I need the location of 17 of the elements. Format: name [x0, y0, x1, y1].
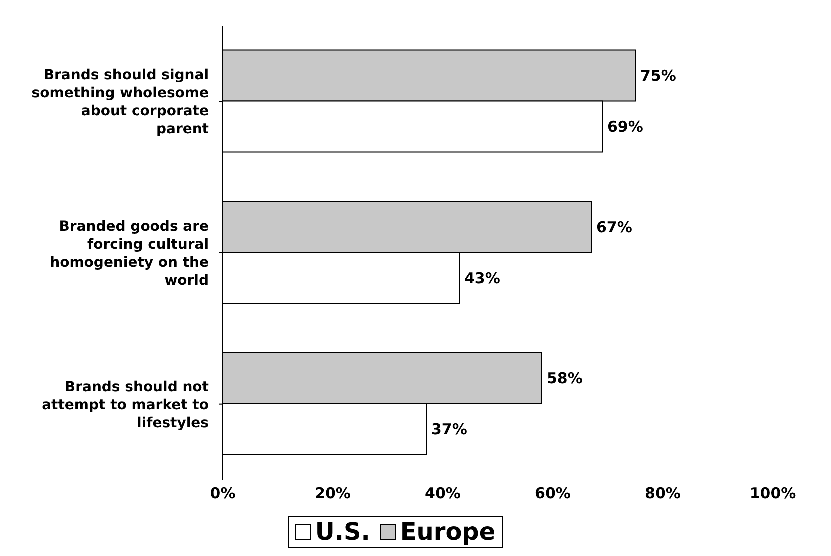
data-label: 75% — [640, 67, 676, 86]
y-tick-label: Brands should not attempt to market to lifestyles — [42, 379, 210, 432]
data-label: 43% — [464, 269, 500, 288]
x-tick-label: 80% — [645, 484, 681, 503]
data-label: 58% — [547, 370, 583, 388]
x-tick-label: 100% — [750, 484, 796, 503]
x-tick-label: 20% — [315, 484, 351, 503]
data-label: 67% — [596, 218, 632, 236]
y-tick-label: Brands should signal something wholesome about corporate parent — [32, 68, 210, 138]
x-tick-label: 40% — [425, 484, 461, 503]
legend-label: U.S. — [314, 518, 370, 546]
x-tick-label: 60% — [535, 484, 571, 503]
x-tick-label: 0% — [210, 484, 236, 503]
data-label: 37% — [432, 420, 468, 439]
y-tick-label: Branded goods are forcing cultural homogeniety on the world — [50, 219, 209, 289]
legend-label: Europe — [399, 518, 496, 546]
data-label: 69% — [608, 118, 644, 136]
